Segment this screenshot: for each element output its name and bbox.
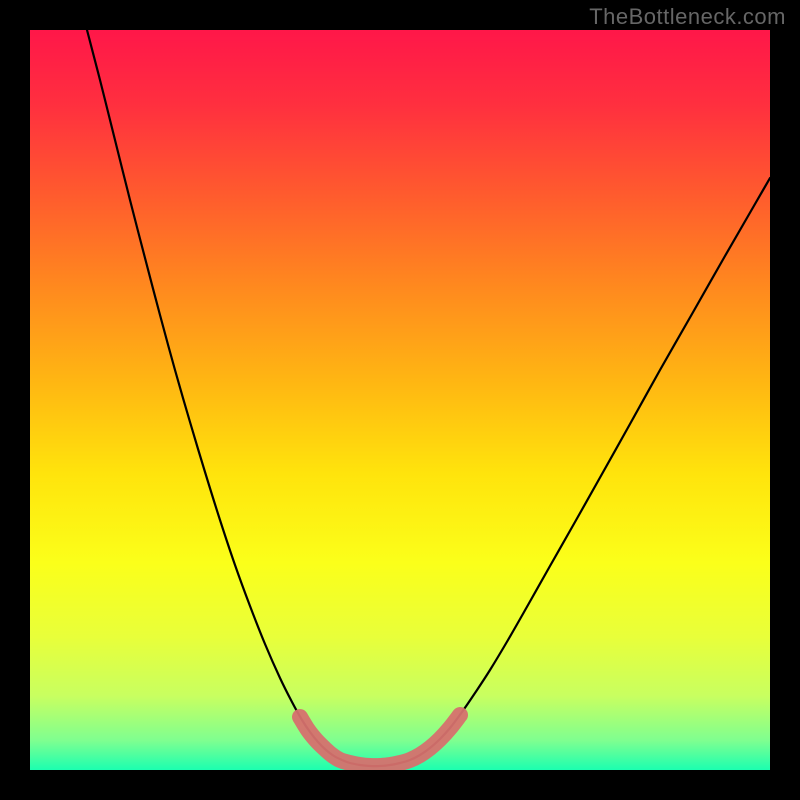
chart-svg [30, 30, 770, 770]
chart-background [30, 30, 770, 770]
watermark-text: TheBottleneck.com [589, 4, 786, 30]
chart-plot-area [30, 30, 770, 770]
